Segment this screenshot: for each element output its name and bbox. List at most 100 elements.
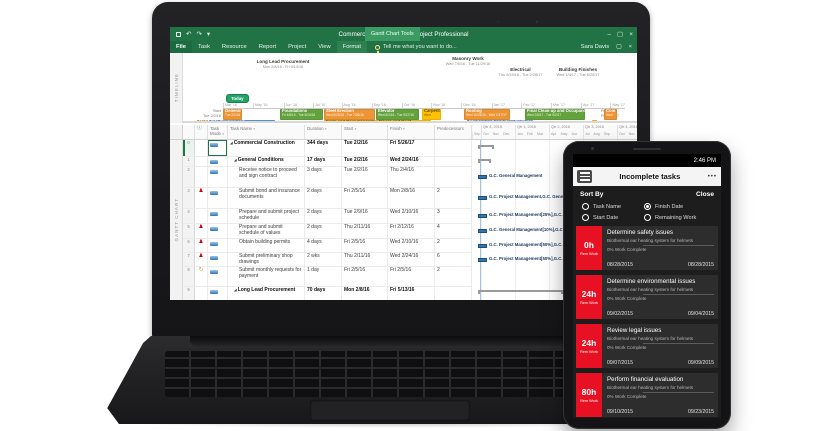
redo-icon[interactable]: ↷ (196, 31, 202, 38)
task-mode-auto-icon (210, 227, 218, 231)
timeline-bar-form-pour-concrete[interactable]: Form and Pour Concrete - Floors and Roof… (324, 120, 431, 121)
remaining-work-badge: 0h Rem Work (576, 226, 602, 270)
task-mode-auto-icon (210, 160, 218, 164)
timeline-bar-foundations[interactable]: Foundations Fri 4/8/16 - Tue 5/24/16 (280, 109, 323, 120)
close-button[interactable]: × (629, 30, 633, 38)
table-row[interactable]: 1 ◢General Conditions 17 days Tue 2/2/16… (183, 157, 472, 167)
radio-remaining-work[interactable]: Remaining Work (644, 214, 721, 221)
tab-resource[interactable]: Resource (221, 44, 247, 50)
row-number-header[interactable] (183, 125, 195, 139)
table-row[interactable]: 0 ◢Commercial Construction 344 days Tue … (183, 140, 472, 157)
table-row[interactable]: 2 Receive notice to proceed and sign con… (183, 167, 472, 188)
tab-task[interactable]: Task (198, 44, 210, 50)
close-button[interactable]: Close (696, 191, 714, 198)
finish-header[interactable]: Finish ▾ (388, 125, 435, 139)
sort-options: Task Name Finish Date Start Date Remaini… (573, 201, 721, 226)
gantt-task-bar[interactable] (478, 175, 487, 179)
task-card[interactable]: 80h Rem Work Perform financial evaluation… (576, 373, 718, 417)
gantt-bar-label: G.C. General Management[10%],G.C. Projec… (489, 227, 608, 232)
laptop-hinge (190, 336, 615, 346)
remaining-work-badge: 24h Rem Work (576, 324, 602, 368)
summary-bar[interactable] (478, 290, 563, 294)
task-mode-auto-icon (210, 242, 218, 246)
gantt-task-bar[interactable] (478, 258, 487, 262)
timeline-bar-completion[interactable]: Com Wed (604, 109, 617, 120)
tell-me-box[interactable]: Tell me what you want to do... (375, 44, 457, 53)
touch-mode-icon[interactable]: ▾ (206, 31, 211, 38)
radio-start-date[interactable]: Start Date (582, 214, 644, 221)
timeline-bar-final-cleanup[interactable]: Final Clean-up and Occupancy Wed 2/8/17 -… (525, 109, 585, 120)
tab-view[interactable]: View (318, 44, 331, 50)
task-subtitle: Biothermal ear heating system for helmet… (607, 384, 694, 390)
hamburger-menu-icon[interactable] (577, 170, 592, 183)
timeline-callout-below[interactable]: Plumbing Wed 7/27/16 - Tue 1/10/17 (471, 113, 541, 122)
tab-format[interactable]: Format (336, 41, 368, 53)
timeline-callout[interactable]: Building Finishes Wed 1/4/17 - Tue 6/20/… (556, 67, 600, 77)
timeline-callout[interactable]: Masonry Work Wed 7/6/16 - Tue 11/29/16 (445, 56, 491, 66)
task-subtitle: Biothermal ear heating system for helmet… (607, 286, 694, 292)
table-row[interactable]: 8 ↻ Submit monthly requests for payment … (183, 267, 472, 287)
timeline-callout[interactable]: Long Lead Procurement Mon 2/8/16 - Fri 5… (256, 59, 310, 69)
tab-file[interactable]: File (170, 41, 192, 53)
table-row[interactable]: 5 ♟ Prepare and submit schedule of value… (183, 224, 472, 239)
timeline-callout[interactable]: Electrical Thu 9/15/16 - Tue 2/28/17 (498, 67, 543, 77)
timeline-bar-steel-erection[interactable]: Steel Erection Wed 5/25/16 - Tue 7/26/16 (324, 109, 375, 120)
timeline-bar-mobilize[interactable]: MobTue (197, 120, 208, 121)
task-card[interactable]: 0h Rem Work Determine safety issues Bioth… (576, 226, 718, 270)
phone-app-title: Incomplete tasks (619, 172, 681, 181)
info-column-header[interactable]: ⓘ (195, 125, 208, 139)
gantt-task-bar[interactable] (478, 229, 487, 233)
task-mode-header[interactable]: Task Mode ▾ (208, 125, 228, 139)
user-account-button[interactable]: Sara Davis (580, 44, 610, 50)
table-row[interactable]: 4 Prepare and submit project schedule 2 … (183, 209, 472, 224)
duration-header[interactable]: Duration ▾ (305, 125, 342, 139)
task-mode-auto-icon (210, 143, 218, 147)
table-row[interactable]: 3 ♟ Submit bond and insurance documents … (183, 188, 472, 209)
timeline-bar-site-grading[interactable]: Site Grading and ...Fri 2/26/16 - Tue 5/… (209, 120, 275, 121)
summary-bar[interactable] (478, 145, 494, 149)
gantt-task-bar[interactable] (478, 214, 487, 218)
timeline-callout-below[interactable]: Heating and Ventilating - AC Wed 8/3/16 … (378, 113, 463, 122)
start-header[interactable]: Start ▾ (342, 125, 388, 139)
ribbon-restore-icon[interactable]: ▢ (616, 44, 622, 50)
phone-status-bar: 2:46 PM (573, 154, 721, 167)
select-all-corner[interactable] (170, 125, 183, 140)
tab-report[interactable]: Report (258, 44, 277, 50)
tab-project[interactable]: Project (288, 44, 307, 50)
timeline-bar-general[interactable]: General Tue 2/2/16 (223, 109, 242, 120)
task-subtitle: Biothermal ear heating system for helmet… (607, 237, 694, 243)
task-card[interactable]: 24h Rem Work Review legal issues Biotherm… (576, 324, 718, 368)
task-progress: 0% Work Complete (607, 247, 647, 252)
radio-finish-date[interactable]: Finish Date (644, 203, 721, 210)
restore-button[interactable]: ▢ (617, 31, 624, 38)
radio-task-name[interactable]: Task Name (582, 203, 644, 210)
table-row[interactable]: 6 ♟ Obtain building permits 4 days Fri 2… (183, 239, 472, 253)
task-subtitle: Biothermal ear heating system for helmet… (607, 335, 694, 341)
minimize-button[interactable]: – (607, 30, 612, 38)
task-card[interactable]: 24h Rem Work Determine environmental issu… (576, 275, 718, 319)
gantt-task-bar[interactable] (478, 244, 487, 248)
gantt-pane-rail[interactable]: GANTT CHART (170, 140, 183, 300)
timeline-bar-roofing[interactable]: Roofing Wed 10/26/16 - Wed 1/17/17 (464, 109, 510, 120)
timeline-pane-rail[interactable]: TIMELINE (170, 53, 183, 123)
table-row[interactable]: 9 ◢Long Lead Procurement 70 days Mon 2/8… (183, 287, 472, 300)
timeline-bar-elevator[interactable]: Elevator Wed 8/3/16 - Tue 9/27/16 (376, 109, 419, 120)
undo-icon[interactable]: ↶ (186, 31, 192, 38)
more-options-icon[interactable]: ••• (707, 173, 717, 180)
task-name-header[interactable]: Task Name ▾ (228, 125, 305, 139)
timeline-bar-stub[interactable] (592, 120, 597, 121)
predecessors-header[interactable]: Predecessors (435, 125, 472, 139)
timeline-bar-carpentry[interactable]: Carpent Wed (422, 109, 441, 120)
table-row[interactable]: 7 ♟ Submit preliminary shop drawings 2 w… (183, 253, 472, 267)
radio-icon (644, 214, 651, 221)
today-marker[interactable]: Today (227, 95, 248, 102)
gantt-task-bar[interactable] (478, 196, 487, 200)
divider (643, 293, 714, 295)
timeline-bar-window-wall[interactable]: Window wall and store front closuresWed … (467, 120, 533, 121)
summary-bar[interactable] (478, 159, 491, 163)
title-bar: ↶ ↷ ▾ Commercial Construction - Project … (170, 27, 637, 41)
phone: 2:46 PM Incomplete tasks ••• Sort By Clo… (563, 141, 731, 429)
project-app-window: ↶ ↷ ▾ Commercial Construction - Project … (170, 27, 637, 300)
ribbon-close-icon[interactable]: × (628, 44, 632, 50)
save-icon[interactable] (176, 31, 181, 37)
